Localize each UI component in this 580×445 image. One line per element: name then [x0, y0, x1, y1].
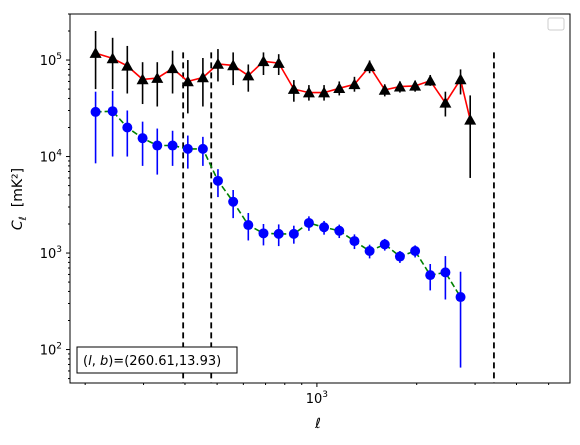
data-point-triangle — [136, 73, 149, 85]
data-point-circle — [364, 245, 375, 256]
data-point-triangle — [106, 52, 119, 64]
data-point-circle — [319, 222, 330, 233]
series-2 — [90, 90, 466, 368]
annotation-text: (l, b)=(260.61,13.93) — [83, 354, 221, 369]
data-point-triangle — [257, 55, 270, 67]
x-axis-label: ℓ — [314, 416, 321, 432]
data-point-triangle — [242, 69, 255, 81]
data-point-circle — [379, 239, 390, 250]
data-point-circle — [107, 106, 118, 117]
series-layer — [89, 30, 477, 368]
data-point-triangle — [89, 47, 102, 58]
svg-text:Cℓ [mK²]: Cℓ [mK²] — [10, 168, 29, 230]
data-point-circle — [349, 236, 360, 247]
legend-box — [547, 17, 565, 31]
data-point-triangle — [211, 57, 224, 69]
legend — [547, 17, 565, 31]
data-point-triangle — [424, 74, 437, 86]
data-point-circle — [273, 228, 284, 239]
data-point-triangle — [302, 86, 315, 98]
plot-area — [70, 14, 570, 383]
y-axis-label: Cℓ [mK²] — [10, 168, 29, 230]
x-tick-label: 103 — [306, 390, 328, 407]
data-point-circle — [425, 270, 436, 281]
data-point-circle — [152, 140, 163, 151]
data-point-triangle — [151, 72, 164, 83]
data-point-triangle — [196, 71, 209, 83]
data-point-triangle — [378, 83, 391, 95]
data-point-triangle — [181, 75, 194, 87]
data-point-circle — [303, 217, 314, 228]
data-point-circle — [410, 245, 421, 256]
data-point-circle — [197, 143, 208, 154]
data-point-circle — [243, 220, 254, 231]
data-point-triangle — [464, 113, 477, 125]
y-tick-label: 103 — [40, 245, 62, 262]
data-point-circle — [394, 251, 405, 262]
data-point-triangle — [363, 60, 376, 72]
data-point-triangle — [454, 73, 467, 85]
data-point-triangle — [393, 80, 406, 92]
vlines-layer — [182, 52, 495, 383]
data-point-triangle — [121, 59, 134, 71]
data-point-circle — [212, 175, 223, 186]
data-point-triangle — [333, 82, 346, 94]
data-point-triangle — [166, 62, 179, 74]
data-point-triangle — [272, 57, 285, 68]
data-point-circle — [137, 133, 148, 144]
data-point-circle — [167, 140, 178, 151]
data-point-circle — [334, 225, 345, 236]
data-point-triangle — [348, 78, 361, 90]
data-point-circle — [90, 106, 101, 117]
data-point-triangle — [318, 86, 331, 98]
data-point-triangle — [227, 59, 240, 71]
data-point-circle — [288, 228, 299, 239]
y-tick-label: 104 — [40, 149, 63, 166]
data-point-circle — [182, 143, 193, 154]
data-point-triangle — [409, 79, 422, 91]
data-point-triangle — [287, 83, 300, 94]
data-point-circle — [258, 228, 269, 239]
y-tick-label: 102 — [40, 342, 62, 359]
plot-frame — [69, 13, 571, 384]
y-tick-label: 105 — [40, 52, 62, 69]
data-point-circle — [455, 292, 466, 303]
data-point-circle — [122, 122, 133, 133]
data-point-circle — [440, 267, 451, 278]
annotation-box: (l, b)=(260.61,13.93) — [76, 346, 238, 374]
data-point-triangle — [439, 96, 452, 108]
series-1 — [89, 30, 477, 178]
data-point-circle — [228, 196, 239, 207]
